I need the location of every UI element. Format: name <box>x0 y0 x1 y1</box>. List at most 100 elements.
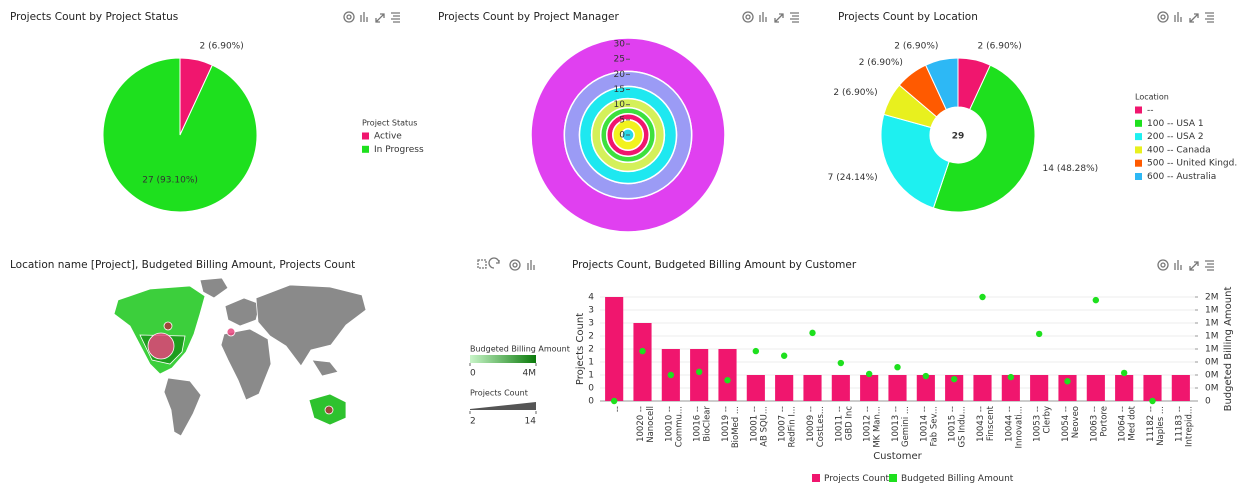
x-tick-label: 11182 -- <box>1146 406 1156 442</box>
point <box>639 347 646 355</box>
point <box>1092 296 1100 304</box>
radial-tick-label: 25 <box>614 55 625 65</box>
legend-label: 100 -- USA 1 <box>1147 119 1204 129</box>
bar <box>888 375 907 401</box>
toolbar[interactable] <box>742 11 799 23</box>
x-tick-label: Neoveo <box>1071 406 1081 438</box>
x-tick-label: 11183 -- <box>1174 406 1184 442</box>
radial-tick-label: 30 <box>614 40 626 50</box>
x-tick-label: BioMed ... <box>731 406 741 448</box>
x-tick-label: 10012 -- <box>863 406 873 442</box>
size-scale <box>470 402 536 410</box>
toolbar[interactable] <box>1157 11 1214 23</box>
bar <box>973 375 992 401</box>
point <box>1007 373 1015 381</box>
color-tick-label: 4M <box>523 369 537 379</box>
y-axis-title: Projects Count <box>575 313 586 385</box>
x-tick-label: 10019 -- <box>721 406 731 442</box>
legend-title: Projects Count <box>470 389 528 398</box>
y2-tick-label: 0M <box>1205 358 1219 368</box>
legend-swatch <box>1135 146 1142 154</box>
x-axis-title: Customer <box>873 451 922 462</box>
x-tick-label: Intrepid... <box>1184 406 1194 447</box>
y-tick-label: 1 <box>588 358 594 368</box>
y2-tick-label: 1M <box>1205 319 1219 329</box>
bar <box>831 375 850 401</box>
slice <box>925 57 959 111</box>
legend-title: Budgeted Billing Amount <box>470 345 570 354</box>
color-scale <box>470 355 536 363</box>
x-tick-label: Naples ... <box>1156 406 1166 446</box>
point <box>1035 330 1043 338</box>
y2-tick-label: 1M <box>1205 345 1219 355</box>
point <box>1064 378 1071 385</box>
data-label: 2 (6.90%) <box>894 42 938 52</box>
x-tick-label: Portore <box>1099 406 1109 437</box>
y2-tick-label: 1M <box>1205 332 1219 342</box>
bar <box>775 375 794 401</box>
bar <box>605 297 624 401</box>
bar <box>718 349 737 401</box>
legend-swatch <box>1135 106 1142 114</box>
x-tick-label: RedFin I... <box>788 406 798 447</box>
panel-title: Projects Count by Project Status <box>10 11 178 23</box>
y2-axis-title: Budgeted Billing Amount <box>1223 287 1234 412</box>
y-tick-label: 4 <box>588 293 594 303</box>
x-tick-label: 10044 -- <box>1004 406 1014 442</box>
y-tick-label: 0 <box>588 384 594 394</box>
bar <box>1143 375 1162 401</box>
bar <box>633 323 652 401</box>
toolbar[interactable] <box>1157 259 1214 271</box>
bar <box>1115 375 1134 401</box>
point <box>1120 369 1128 377</box>
bubble <box>163 321 173 331</box>
x-tick-label: GBD Inc <box>844 406 854 441</box>
legend-swatch <box>1135 159 1142 167</box>
data-label: 14 (48.28%) <box>1043 164 1099 174</box>
point <box>667 371 675 379</box>
x-tick-label: 10053 -- <box>1033 406 1043 442</box>
y2-tick-label: 1M <box>1205 306 1219 316</box>
x-tick-label: Innovati... <box>1014 406 1024 449</box>
point <box>922 372 930 380</box>
legend-swatch <box>362 145 369 153</box>
slice <box>102 57 258 213</box>
legend-swatch <box>362 132 369 140</box>
x-tick-label: Commu... <box>674 406 684 447</box>
x-tick-label: 10001 -- <box>749 406 759 442</box>
legend-swatch <box>1135 173 1142 180</box>
y-tick-label: 2 <box>588 345 594 355</box>
legend-label: 400 -- Canada <box>1147 145 1211 155</box>
x-tick-label: -- <box>613 406 623 412</box>
size-tick-label: 2 <box>470 417 476 427</box>
bubble <box>226 327 236 337</box>
slice <box>932 64 1036 213</box>
legend-label: -- <box>1147 106 1154 116</box>
world-map <box>113 277 367 437</box>
x-tick-label: 10011 -- <box>834 406 844 442</box>
x-tick-label: 10013 -- <box>891 406 901 442</box>
x-tick-label: Nanocell <box>646 406 656 443</box>
y-tick-label: 3 <box>588 319 594 329</box>
bar <box>1171 375 1190 401</box>
size-tick-label: 14 <box>525 417 537 427</box>
x-tick-label: Med dot <box>1128 405 1138 440</box>
bar <box>746 375 765 401</box>
x-tick-label: 10020 -- <box>636 406 646 442</box>
toolbar[interactable] <box>477 257 535 271</box>
toolbar[interactable] <box>343 11 400 23</box>
point <box>1149 397 1156 405</box>
x-tick-label: 10010 -- <box>664 406 674 442</box>
point <box>610 397 618 405</box>
data-label: 27 (93.10%) <box>142 176 198 186</box>
y2-tick-label: 2M <box>1205 293 1219 303</box>
x-tick-label: 10043 -- <box>976 406 986 442</box>
bar <box>1086 375 1105 401</box>
legend-swatch <box>889 474 897 482</box>
y2-tick-label: 0M <box>1205 384 1219 394</box>
y2-tick-label: 0M <box>1205 371 1219 381</box>
x-tick-label: Finscent <box>986 405 996 441</box>
x-tick-label: 10054 -- <box>1061 406 1071 442</box>
legend-swatch <box>812 474 820 482</box>
